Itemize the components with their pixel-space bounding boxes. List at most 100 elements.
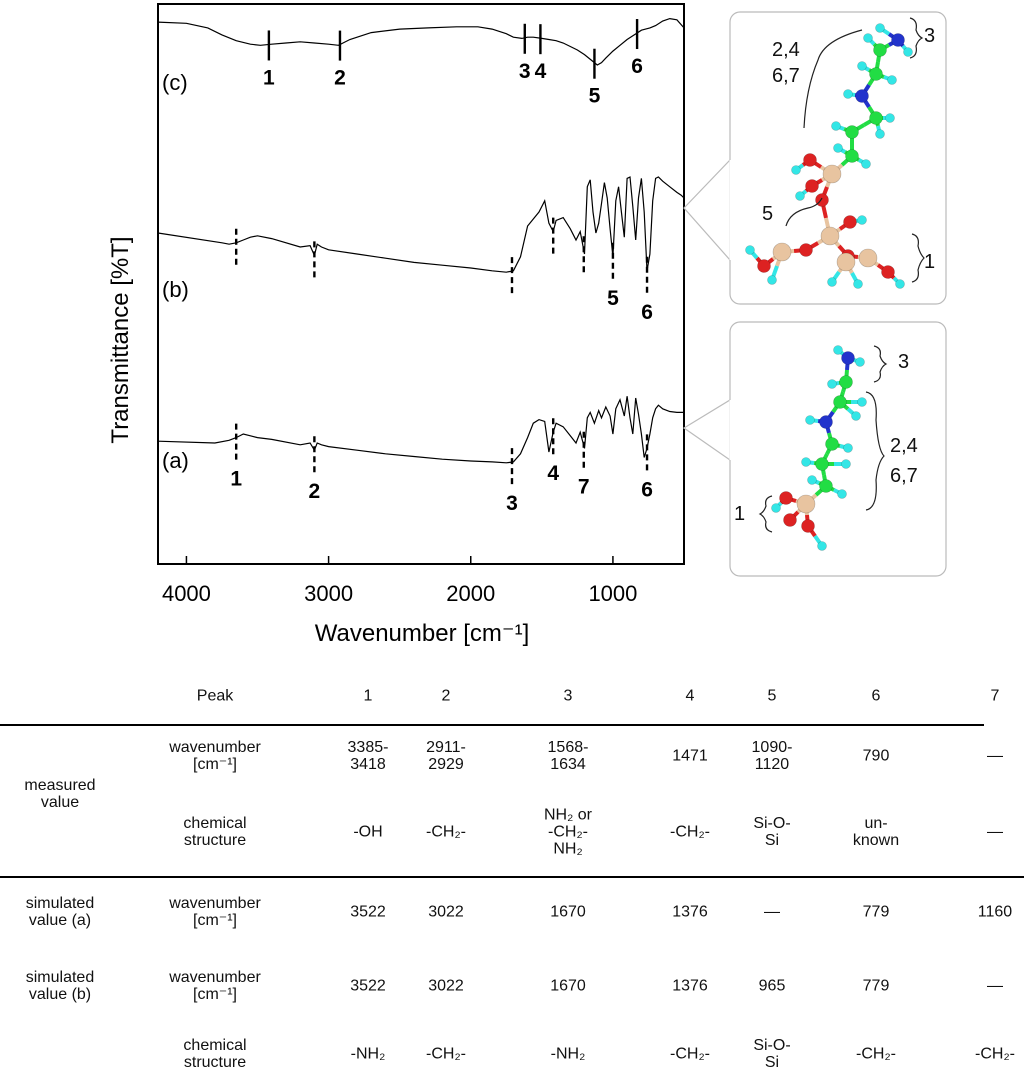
table-header-peak: Peak (196, 687, 234, 705)
hydrogen-atom (795, 191, 805, 201)
hydrogen-atom (833, 345, 843, 355)
hydrogen-atom (843, 89, 853, 99)
hydrogen-atom (855, 357, 865, 367)
hydrogen-atom (875, 129, 885, 139)
table-cell-r4-c7: — (987, 977, 1003, 995)
series-line-c (157, 17, 685, 66)
table-rule-top (0, 724, 984, 726)
nitrogen-atom (855, 89, 869, 103)
mol-bot-label-67: 6,7 (890, 465, 918, 487)
table-header-3: 3 (563, 687, 573, 705)
brace-bot-3 (873, 345, 888, 383)
table-cell-r2-c4: -CH₂- (670, 823, 710, 841)
hydrogen-atom (827, 277, 837, 287)
mol-top-label-1: 1 (924, 251, 935, 273)
table-cell-r5-c5: Si-O- Si (753, 1037, 791, 1071)
silicon-atom (836, 252, 856, 272)
hydrogen-atom (801, 457, 811, 467)
molecule-structure-bottom (771, 345, 867, 551)
table-cell-r3-c1: 3522 (350, 903, 386, 921)
peak-label-c-3: 3 (519, 60, 531, 83)
peak-assignment-table: Peak 1 2 3 4 5 6 7 measured value wavenumber [cm⁻… (0, 676, 1024, 1078)
table-cell-r3-c3: 1670 (550, 903, 586, 921)
table-cell-r3-c4: 1376 (672, 903, 708, 921)
table-cell-r3-c2: 3022 (428, 903, 464, 921)
table-cell-r1-c6: 790 (862, 747, 890, 765)
molecule-structure-top (745, 23, 913, 289)
table-cell-r1-c7: — (987, 747, 1003, 765)
table-cell-r2-c6: un- known (852, 815, 900, 849)
table-cell-r1-c3: 1568- 1634 (547, 739, 589, 773)
carbon-atom (819, 479, 833, 493)
brace-bot-24 (865, 391, 885, 511)
hydrogen-atom (833, 143, 843, 153)
table-header-2: 2 (441, 687, 451, 705)
silicon-atom (822, 164, 842, 184)
brace-top-1 (911, 233, 925, 283)
table-cell-r1-c4: 1471 (672, 747, 708, 765)
callout-wedge-bottom (682, 398, 731, 462)
table-cell-r1-c2: 2911- 2929 (426, 739, 466, 773)
peak-label-c-2: 2 (334, 67, 346, 90)
hydrogen-atom (807, 475, 817, 485)
hydrogen-atom (875, 23, 885, 33)
carbon-atom (815, 457, 829, 471)
carbon-atom (873, 43, 887, 57)
hydrogen-atom (837, 489, 847, 499)
series-label-a: (a) (162, 448, 189, 473)
table-cell-r3-c7: 1160 (977, 903, 1013, 921)
hydrogen-atom (805, 415, 815, 425)
oxygen-atom (799, 243, 813, 257)
table-cell-r5-c3: -NH₂ (550, 1045, 586, 1063)
table-cell-r4-c1: 3522 (350, 977, 386, 995)
peak-label-c-1: 1 (263, 66, 275, 89)
silicon-atom (858, 248, 878, 268)
table-cell-r2-c1: -OH (353, 823, 383, 841)
x-axis-title: Wavenumber [cm⁻¹] (315, 620, 530, 647)
x-tick-label-2000: 2000 (446, 581, 495, 606)
table-header-1: 1 (363, 687, 373, 705)
silicon-atom (772, 242, 792, 262)
table-cell-r2-c3: NH₂ or -CH₂- NH₂ (544, 806, 592, 858)
hydrogen-atom (827, 379, 837, 389)
table-cell-r5-c6: -CH₂- (856, 1045, 896, 1063)
table-cell-r2-c2: -CH₂- (426, 823, 466, 841)
peak-label-a-4: 4 (547, 462, 559, 485)
hydrogen-atom (843, 443, 853, 453)
table-cell-r3-c5: — (764, 903, 780, 921)
table-cell-r5-c2: -CH₂- (426, 1045, 466, 1063)
nitrogen-atom (819, 415, 833, 429)
oxygen-atom (805, 179, 819, 193)
table-header-6: 6 (871, 687, 881, 705)
table-cell-r4-c5: 965 (758, 977, 786, 995)
carbon-atom (839, 375, 853, 389)
hydrogen-atom (885, 113, 895, 123)
table-cell-r2-c7: — (987, 823, 1003, 841)
silicon-atom (796, 494, 816, 514)
molecule-panel-top: 2,4 6,7 3 5 1 (683, 11, 947, 305)
peak-label-b-5: 5 (607, 287, 619, 310)
table-cell-r4-c4: 1376 (672, 977, 708, 995)
series-label-c: (c) (162, 70, 188, 95)
molecule-panel-top-frame (729, 11, 947, 305)
series-label-b: (b) (162, 277, 189, 302)
peak-label-b-6: 6 (641, 301, 653, 324)
table-rule-middle (0, 876, 1024, 878)
carbon-atom (845, 125, 859, 139)
mol-bot-label-3: 3 (898, 351, 909, 373)
hydrogen-atom (831, 121, 841, 131)
peak-label-a-3: 3 (506, 492, 518, 515)
mol-top-label-3: 3 (924, 25, 935, 47)
carbon-atom (833, 395, 847, 409)
table-header-4: 4 (685, 687, 695, 705)
oxygen-atom (803, 153, 817, 167)
oxygen-atom (815, 193, 829, 207)
table-cell-r1-c5: 1090- 1120 (751, 739, 793, 773)
x-tick-label-3000: 3000 (304, 581, 353, 606)
hydrogen-atom (851, 411, 861, 421)
peak-label-a-7: 7 (578, 476, 590, 499)
table-group-label: measured value (24, 777, 96, 811)
table-header-7: 7 (990, 687, 1000, 705)
plot-frame (157, 3, 685, 565)
